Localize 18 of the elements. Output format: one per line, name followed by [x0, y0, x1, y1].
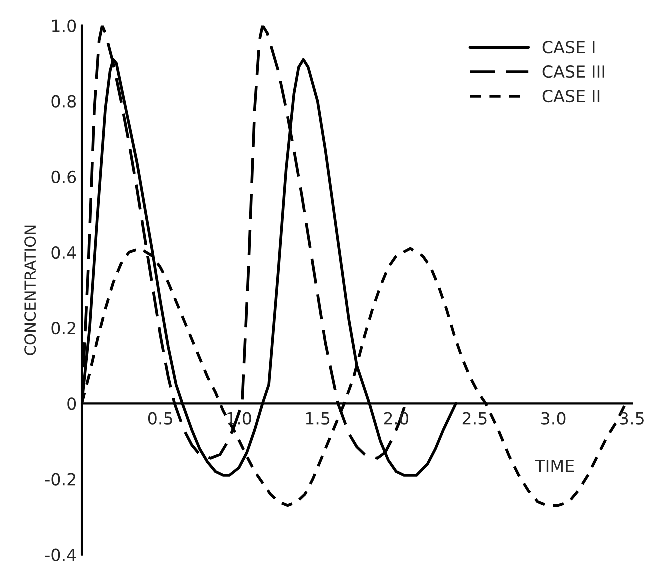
y-tick-label: -0.4 [45, 548, 76, 562]
y-tick-label: 0.6 [52, 170, 76, 184]
y-tick-label: -0.2 [45, 473, 76, 486]
y-tick-label: 0 [68, 398, 76, 410]
y-tick-label: 0.4 [52, 246, 76, 260]
y-tick-label: 0.8 [52, 95, 76, 108]
x-tick-label: 2.5 [462, 412, 487, 425]
x-axis-title: TIME [535, 460, 574, 472]
legend-label: CASE I [542, 41, 595, 54]
legend-label: CASE III [542, 66, 604, 78]
x-tick-label: 3.5 [620, 412, 644, 425]
y-axis-title: CONCENTRATION [24, 226, 36, 356]
x-tick-label: 3.0 [542, 412, 566, 425]
y-tick-label: 0.2 [52, 322, 76, 335]
x-tick-label: 1.5 [306, 412, 330, 425]
y-tick-label: 1.0 [52, 20, 76, 32]
legend-label: CASE II [542, 90, 600, 103]
x-tick-label: 0.5 [148, 412, 172, 425]
